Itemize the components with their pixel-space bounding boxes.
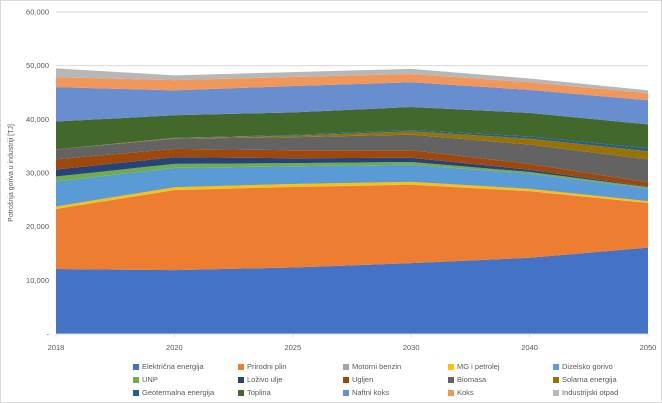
- x-axis-tick-label: 2025: [284, 343, 301, 352]
- legend-label: Motorni benzin: [352, 361, 402, 371]
- legend-label: Ugljen: [352, 374, 374, 384]
- legend-item-geotermalna-energija: Geotermalna energija: [133, 389, 238, 397]
- legend-swatch-geotermalna-energija: [133, 389, 139, 396]
- legend-swatch-elektricna-energija: [133, 363, 139, 370]
- legend-item-koks: Koks: [448, 389, 553, 397]
- y-axis-tick-label: 30,000: [26, 169, 49, 178]
- legend-swatch-unp: [133, 376, 139, 383]
- legend-item-motorni-benzin: Motorni benzin: [343, 363, 448, 371]
- area-series-geotermalna-energija: [56, 130, 648, 152]
- area-series-prirodni-plin: [56, 184, 648, 271]
- legend-label: Naftni koks: [352, 387, 390, 397]
- area-series-koks: [56, 73, 648, 101]
- x-axis-tick-label: 2018: [48, 343, 65, 352]
- legend-label: Solarna energija: [562, 374, 617, 384]
- area-series-solarna-energija: [56, 131, 648, 160]
- legend-swatch-mg-i-petrolej: [448, 363, 454, 370]
- area-series-ugljen: [56, 148, 648, 187]
- y-axis-title: Potrošnja goriva u industriji [TJ]: [8, 124, 15, 222]
- legend-label: Biomasa: [457, 374, 487, 384]
- y-axis-tick-label: 10,000: [26, 276, 49, 285]
- y-axis-tick-label: 50,000: [26, 61, 49, 70]
- legend-label: MG i petrolej: [457, 361, 500, 371]
- legend-label: Toplina: [247, 387, 271, 397]
- x-axis-tick-label: 2040: [521, 343, 538, 352]
- area-series-mg-i-petrolej: [56, 181, 648, 209]
- legend-swatch-koks: [448, 389, 454, 396]
- legend-swatch-ugljen: [343, 376, 349, 383]
- legend-swatch-industrijski-otpad: [553, 389, 559, 396]
- y-axis-tick-label: 60,000: [26, 8, 49, 17]
- x-axis-tick-label: 2020: [166, 343, 183, 352]
- x-axis-tick-label: 2050: [640, 343, 657, 352]
- area-series-elektricna-energija: [56, 247, 648, 334]
- area-series-toplina: [56, 106, 648, 150]
- area-series-industrijski-otpad: [56, 68, 648, 94]
- legend-item-mg-i-petrolej: MG i petrolej: [448, 363, 553, 371]
- legend-item-elektricna-energija: Električna energija: [133, 363, 238, 371]
- legend-swatch-motorni-benzin: [343, 363, 349, 370]
- legend-item-ugljen: Ugljen: [343, 376, 448, 384]
- legend-item-biomasa: Biomasa: [448, 376, 553, 384]
- legend-label: Električna energija: [142, 361, 204, 371]
- legend-label: Geotermalna energija: [142, 387, 215, 397]
- legend-item-industrijski-otpad: Industrijski otpad: [553, 389, 658, 397]
- area-series-biomasa: [56, 134, 648, 183]
- chart-legend: Električna energija Prirodni plin Motorni …: [133, 360, 658, 399]
- legend-label: Prirodni plin: [247, 361, 287, 371]
- y-axis-tick-label: 20,000: [26, 222, 49, 231]
- x-axis-tick-label: 2030: [403, 343, 420, 352]
- legend-item-prirodni-plin: Prirodni plin: [238, 363, 343, 371]
- legend-swatch-dizelsko-gorivo: [553, 363, 559, 370]
- legend-item-solarna-energija: Solarna energija: [553, 376, 658, 384]
- legend-item-dizelsko-gorivo: Dizelsko gorivo: [553, 363, 658, 371]
- area-series-dizelsko-gorivo: [56, 164, 648, 207]
- legend-item-toplina: Toplina: [238, 389, 343, 397]
- legend-label: Industrijski otpad: [562, 387, 619, 397]
- legend-label: Koks: [457, 387, 474, 397]
- legend-label: Loživo ulje: [247, 374, 283, 384]
- legend-item-lozivo-ulje: Loživo ulje: [238, 376, 343, 384]
- legend-label: UNP: [142, 374, 158, 384]
- y-axis-tick-label: -: [47, 330, 50, 339]
- legend-label: Dizelsko gorivo: [562, 361, 613, 371]
- stacked-area-chart: - 10,000 20,000 30,000 40,000 50,000 60,000 201…: [8, 8, 657, 353]
- legend-swatch-lozivo-ulje: [238, 376, 244, 383]
- area-series-naftni-koks: [56, 82, 648, 125]
- legend-item-naftni-koks: Naftni koks: [343, 389, 448, 397]
- legend-swatch-naftni-koks: [343, 389, 349, 396]
- legend-swatch-prirodni-plin: [238, 363, 244, 370]
- y-axis-tick-label: 40,000: [26, 115, 49, 124]
- legend-item-unp: UNP: [133, 376, 238, 384]
- legend-swatch-biomasa: [448, 376, 454, 383]
- legend-swatch-toplina: [238, 389, 244, 396]
- legend-swatch-solarna-energija: [553, 376, 559, 383]
